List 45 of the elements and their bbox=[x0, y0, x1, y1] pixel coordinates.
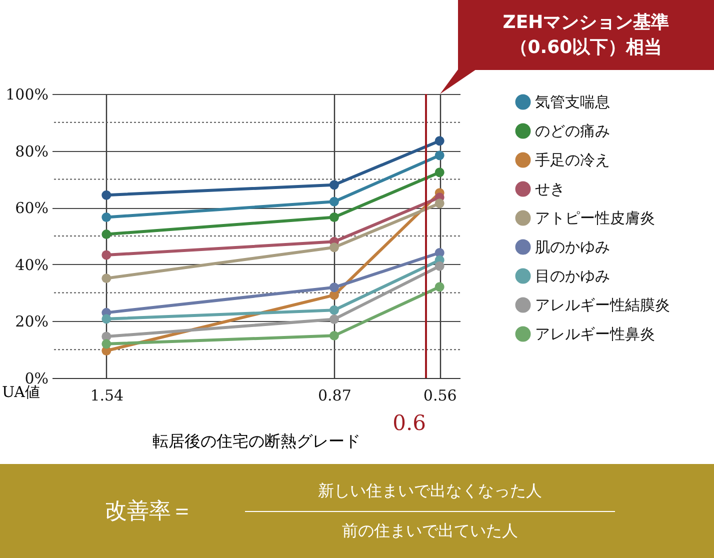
point bbox=[329, 305, 339, 315]
y-tick-label: 20% bbox=[15, 312, 48, 331]
legend-label: のどの痛み bbox=[535, 122, 610, 140]
legend-label: アレルギー性結膜炎 bbox=[535, 296, 670, 314]
point bbox=[329, 282, 339, 292]
point bbox=[102, 190, 112, 200]
text: 改善率＝ bbox=[105, 498, 194, 526]
ref-line-label: 0.6 bbox=[392, 411, 426, 435]
text: 新しい住まいで出なくなった人 bbox=[318, 480, 542, 502]
point bbox=[329, 212, 339, 222]
point bbox=[102, 314, 112, 324]
point bbox=[102, 230, 112, 240]
point bbox=[102, 250, 112, 260]
legend-label: 肌のかゆみ bbox=[535, 238, 610, 256]
point bbox=[434, 136, 444, 146]
y-tick-label: 60% bbox=[15, 199, 48, 218]
x-tick-label: 0.56 bbox=[423, 386, 457, 404]
legend-label: せき bbox=[535, 180, 565, 198]
legend-label: 目のかゆみ bbox=[535, 267, 610, 285]
x-tick-label: 1.54 bbox=[90, 386, 124, 404]
point bbox=[434, 282, 444, 292]
legend-label: 手足の冷え bbox=[535, 151, 610, 169]
x-tick-label: 0.87 bbox=[318, 386, 352, 404]
point bbox=[102, 212, 112, 222]
point bbox=[329, 330, 339, 340]
text: UA値 bbox=[2, 383, 40, 402]
legend-label: アレルギー性鼻炎 bbox=[535, 325, 655, 343]
x-axis-title: 転居後の住宅の断熱グレード bbox=[152, 432, 360, 450]
point bbox=[434, 150, 444, 160]
point bbox=[329, 180, 339, 190]
point bbox=[329, 242, 339, 252]
point bbox=[434, 198, 444, 208]
legend-label: アトピー性皮膚炎 bbox=[535, 209, 655, 227]
point bbox=[329, 196, 339, 206]
y-tick-label: 40% bbox=[15, 256, 48, 274]
y-tick-label: 100% bbox=[6, 86, 48, 104]
point bbox=[434, 261, 444, 271]
text: ZEHマンション基準（0.60以下）相当 bbox=[458, 0, 714, 70]
point bbox=[102, 339, 112, 349]
point bbox=[329, 314, 339, 324]
legend-label: 気管支喘息 bbox=[535, 93, 610, 111]
point bbox=[434, 168, 444, 178]
point bbox=[102, 274, 112, 284]
text: 前の住まいで出ていた人 bbox=[342, 520, 518, 542]
y-tick-label: 80% bbox=[15, 142, 48, 160]
